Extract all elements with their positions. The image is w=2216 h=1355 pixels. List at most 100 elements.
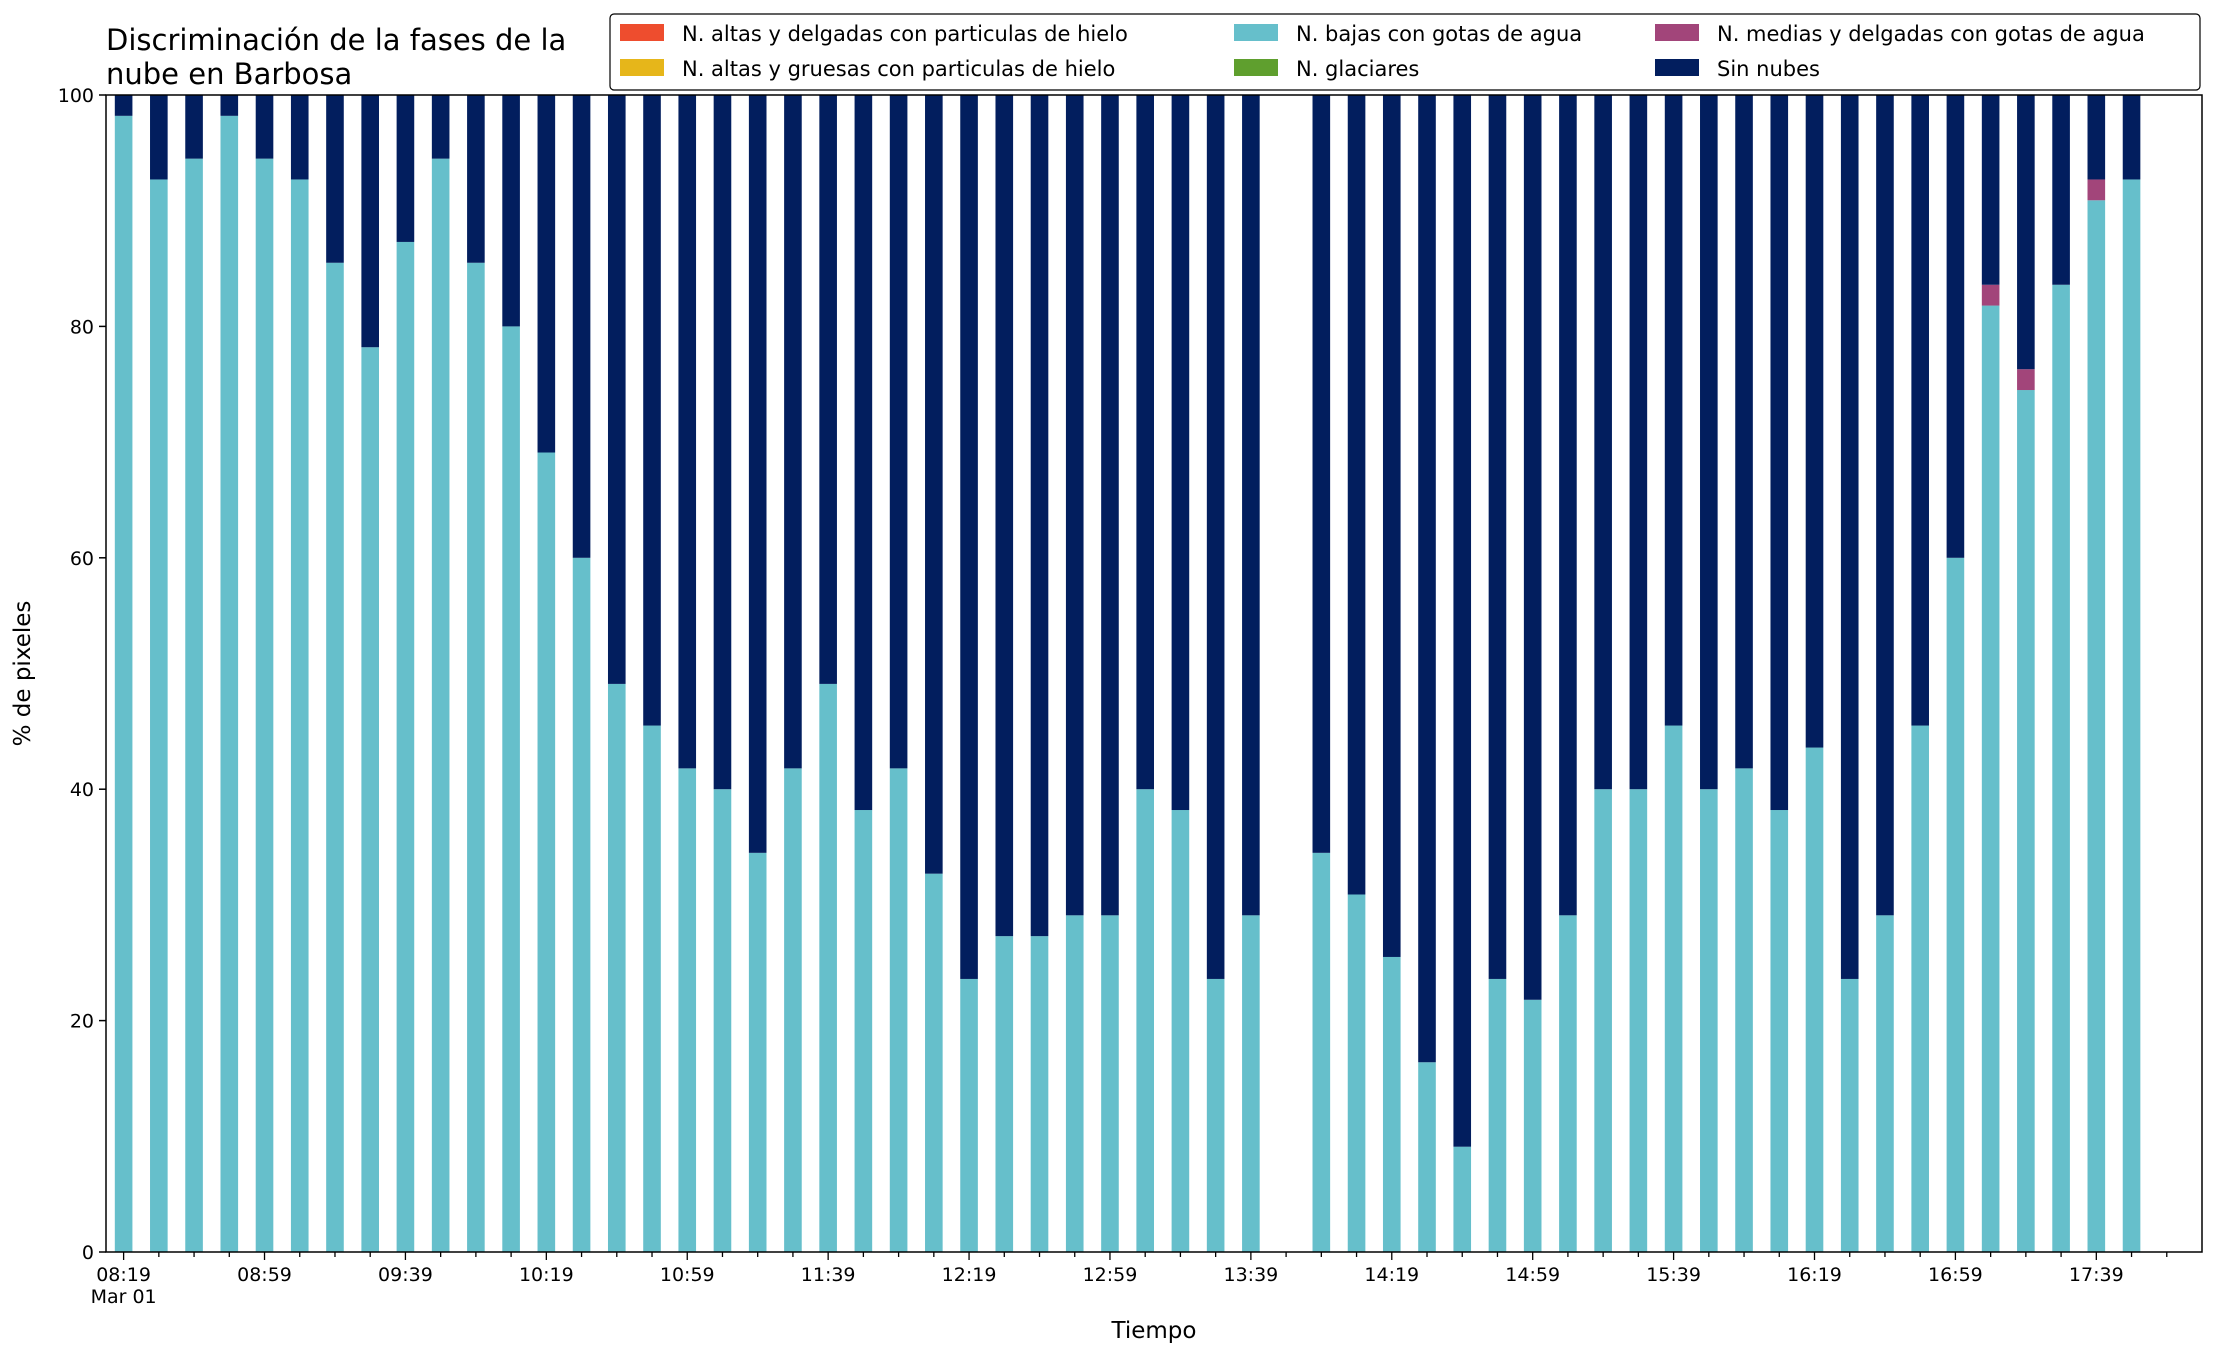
bar-segment-n-bajas-con-gotas-de-agua-4 <box>255 158 274 1252</box>
bar-segment-sin-nubes-43 <box>1629 95 1648 790</box>
bar-segment-sin-nubes-39 <box>1488 95 1507 979</box>
bar-segment-n-bajas-con-gotas-de-agua-20 <box>819 683 837 1252</box>
bar-segment-n-bajas-con-gotas-de-agua-48 <box>1805 747 1824 1252</box>
bar-segment-n-bajas-con-gotas-de-agua-25 <box>995 936 1014 1252</box>
bar-segment-sin-nubes-55 <box>2052 95 2070 285</box>
legend-swatch-n-medias-y-delgadas-con-gotas-de-agua <box>1655 24 1699 41</box>
bar-segment-n-bajas-con-gotas-de-agua-47 <box>1770 810 1789 1252</box>
bar-segment-sin-nubes-41 <box>1559 95 1577 916</box>
bar-segment-sin-nubes-46 <box>1735 95 1753 769</box>
bar-segment-n-bajas-con-gotas-de-agua-12 <box>537 452 556 1252</box>
legend-swatch-n-bajas-con-gotas-de-agua <box>1234 24 1278 41</box>
bar-segment-sin-nubes-42 <box>1594 95 1612 790</box>
bar-segment-n-bajas-con-gotas-de-agua-42 <box>1594 789 1612 1252</box>
bar-segment-sin-nubes-34 <box>1312 95 1331 853</box>
bar-segment-n-bajas-con-gotas-de-agua-11 <box>502 326 520 1252</box>
y-axis: 0 20 40 60 80 100 <box>58 85 106 1264</box>
bar-segment-sin-nubes-6 <box>326 95 344 263</box>
bar-segment-sin-nubes-12 <box>537 95 556 453</box>
legend-box <box>609 13 2201 91</box>
bar-segment-sin-nubes-0 <box>114 95 133 116</box>
bar-segment-n-bajas-con-gotas-de-agua-0 <box>114 115 133 1253</box>
bar-segment-n-bajas-con-gotas-de-agua-2 <box>185 158 203 1252</box>
bar-segment-n-bajas-con-gotas-de-agua-28 <box>1101 915 1119 1252</box>
bar-segment-n-bajas-con-gotas-de-agua-29 <box>1136 789 1154 1252</box>
bar-segment-n-medias-y-delgadas-con-gotas-de-agua-56 <box>2087 179 2106 201</box>
bar-segment-n-bajas-con-gotas-de-agua-22 <box>889 768 908 1252</box>
bar-segment-n-bajas-con-gotas-de-agua-39 <box>1488 978 1507 1252</box>
bar-segment-sin-nubes-15 <box>643 95 661 726</box>
bar-segment-n-bajas-con-gotas-de-agua-31 <box>1206 978 1225 1252</box>
bar-segment-n-bajas-con-gotas-de-agua-7 <box>361 347 379 1253</box>
bar-segment-sin-nubes-57 <box>2122 95 2141 180</box>
bar-segment-n-bajas-con-gotas-de-agua-49 <box>1840 978 1859 1252</box>
bar-segment-n-bajas-con-gotas-de-agua-54 <box>2017 390 2035 1252</box>
x-tick-label-36: 14:19 <box>1364 1264 1419 1286</box>
bar-segment-n-bajas-con-gotas-de-agua-10 <box>467 262 485 1252</box>
bar-segment-sin-nubes-23 <box>925 95 943 874</box>
bar-segment-n-medias-y-delgadas-con-gotas-de-agua-53 <box>1981 284 2000 306</box>
bar-segment-sin-nubes-38 <box>1453 95 1472 1147</box>
bar-segment-sin-nubes-47 <box>1770 95 1789 811</box>
bar-segment-sin-nubes-26 <box>1030 95 1049 937</box>
x-tick-label-8: 09:39 <box>378 1264 433 1286</box>
x-tick-label-4: 08:59 <box>237 1264 292 1286</box>
legend-label-n-medias-y-delgadas-con-gotas-de-agua: N. medias y delgadas con gotas de agua <box>1717 22 2145 46</box>
bar-segment-sin-nubes-44 <box>1664 95 1683 726</box>
bar-segment-n-bajas-con-gotas-de-agua-19 <box>784 768 802 1252</box>
legend-swatch-n-glaciares <box>1234 59 1278 76</box>
x-tick-label-16: 10:59 <box>660 1264 715 1286</box>
bar-segment-n-bajas-con-gotas-de-agua-50 <box>1876 915 1894 1252</box>
y-tick-label-40: 40 <box>70 779 94 801</box>
y-tick-label-100: 100 <box>58 85 94 107</box>
bar-segment-sin-nubes-35 <box>1347 95 1366 895</box>
chart-title-line-2: nube en Barbosa <box>106 57 352 91</box>
bar-segment-sin-nubes-37 <box>1418 95 1436 1063</box>
x-tick-label-40: 14:59 <box>1505 1264 1560 1286</box>
bar-segment-n-bajas-con-gotas-de-agua-6 <box>326 262 344 1252</box>
legend-label-sin-nubes: Sin nubes <box>1717 57 1820 81</box>
bar-segment-sin-nubes-8 <box>396 95 415 242</box>
bar-segment-n-bajas-con-gotas-de-agua-27 <box>1065 915 1084 1252</box>
bar-segment-n-bajas-con-gotas-de-agua-32 <box>1242 915 1260 1252</box>
bar-segment-n-bajas-con-gotas-de-agua-41 <box>1559 915 1577 1252</box>
x-tick-label-52: 16:59 <box>1928 1264 1983 1286</box>
bar-segment-sin-nubes-48 <box>1805 95 1824 748</box>
bar-segment-n-bajas-con-gotas-de-agua-43 <box>1629 789 1648 1252</box>
bar-segment-sin-nubes-22 <box>889 95 908 769</box>
legend: N. altas y delgadas con particulas de hi… <box>609 13 2201 91</box>
bar-segment-n-bajas-con-gotas-de-agua-52 <box>1946 557 1965 1252</box>
bar-segment-sin-nubes-36 <box>1382 95 1401 957</box>
bar-segment-n-bajas-con-gotas-de-agua-40 <box>1523 999 1542 1252</box>
x-tick-label-20: 11:39 <box>801 1264 856 1286</box>
bar-segment-n-bajas-con-gotas-de-agua-26 <box>1030 936 1049 1252</box>
bar-segment-n-bajas-con-gotas-de-agua-1 <box>150 179 168 1253</box>
bar-segment-sin-nubes-18 <box>748 95 767 853</box>
chart-title: Discriminación de la fases de la nube en… <box>106 23 566 91</box>
bar-segment-n-bajas-con-gotas-de-agua-23 <box>925 873 943 1252</box>
bar-segment-n-bajas-con-gotas-de-agua-53 <box>1981 305 2000 1252</box>
bar-segment-n-bajas-con-gotas-de-agua-21 <box>854 810 873 1252</box>
y-tick-label-20: 20 <box>70 1011 94 1033</box>
bar-segment-sin-nubes-40 <box>1523 95 1542 1000</box>
bar-segment-sin-nubes-32 <box>1242 95 1260 916</box>
bars-layer <box>114 95 2141 1253</box>
bar-segment-n-medias-y-delgadas-con-gotas-de-agua-54 <box>2017 369 2035 391</box>
bar-segment-sin-nubes-17 <box>713 95 732 790</box>
bar-segment-n-bajas-con-gotas-de-agua-45 <box>1700 789 1718 1252</box>
bar-segment-sin-nubes-28 <box>1101 95 1119 916</box>
bar-segment-sin-nubes-16 <box>678 95 697 769</box>
bar-segment-n-bajas-con-gotas-de-agua-24 <box>960 978 978 1252</box>
bar-segment-n-bajas-con-gotas-de-agua-15 <box>643 725 661 1252</box>
x-tick-label-48: 16:19 <box>1787 1264 1842 1286</box>
bar-segment-sin-nubes-21 <box>854 95 873 811</box>
bar-segment-sin-nubes-11 <box>502 95 520 327</box>
bar-segment-n-bajas-con-gotas-de-agua-37 <box>1418 1062 1436 1252</box>
bar-segment-sin-nubes-52 <box>1946 95 1965 558</box>
bar-segment-n-bajas-con-gotas-de-agua-44 <box>1664 725 1683 1252</box>
x-tick-label-24: 12:19 <box>942 1264 997 1286</box>
bar-segment-n-bajas-con-gotas-de-agua-8 <box>396 241 415 1252</box>
bar-segment-n-bajas-con-gotas-de-agua-46 <box>1735 768 1753 1252</box>
bar-segment-sin-nubes-51 <box>1911 95 1929 726</box>
